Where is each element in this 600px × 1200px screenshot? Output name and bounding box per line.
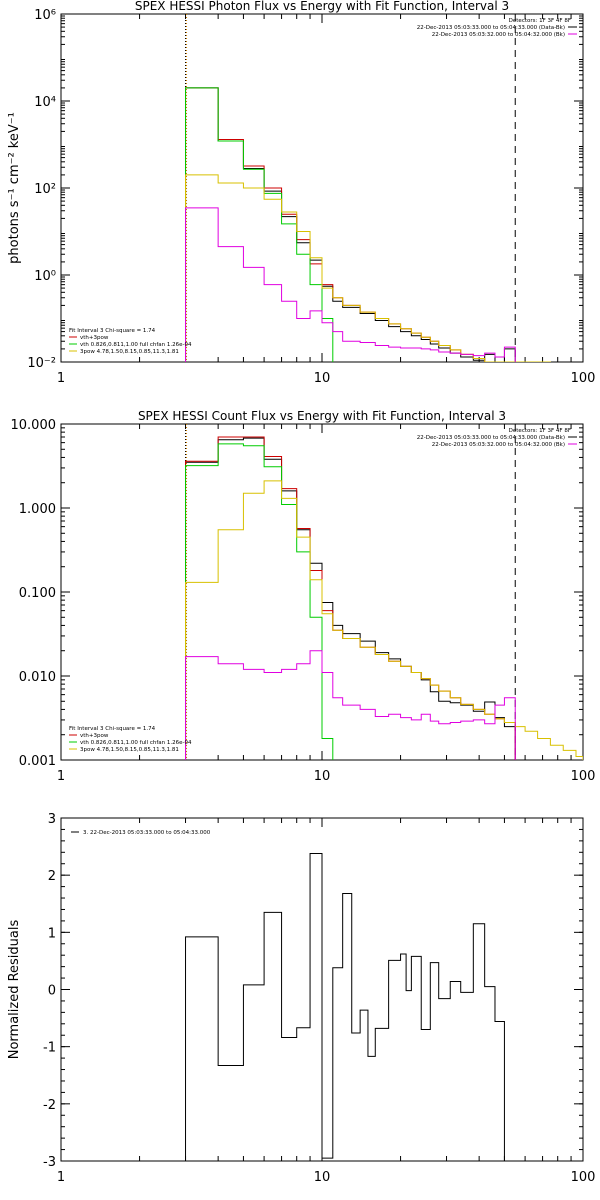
series-bk (185, 207, 516, 362)
legend-entry: 3. 22-Dec-2013 05:03:33.000 to 05:04:33.… (83, 830, 211, 836)
y-tick-label: 0.100 (19, 586, 56, 601)
y-tick-label: 0 (48, 984, 56, 999)
legend-entry: vth 0.826,0.811,1.00 full chfan 1.26e-04 (80, 740, 192, 746)
y-tick-label: 2 (48, 869, 56, 884)
panel-2: SPEX HESSI Count Flux vs Energy with Fit… (11, 409, 596, 784)
series-vth-3pow (185, 436, 516, 760)
legend-entry: 22-Dec-2013 05:03:32.000 to 05:04:32.000… (432, 32, 565, 38)
y-tick-label: 1.000 (19, 502, 56, 517)
chart-title: SPEX HESSI Photon Flux vs Energy with Fi… (135, 0, 509, 13)
legend-entry: vth+3pow (80, 733, 109, 739)
legend-fit-header: Fit Interval 3 Chi-square = 1.74 (69, 726, 156, 732)
y-tick-label: -2 (43, 1098, 56, 1113)
x-tick-label: 100 (571, 1170, 596, 1185)
panel-1: SPEX HESSI Photon Flux vs Energy with Fi… (7, 0, 595, 386)
y-tick-label: 10⁻² (27, 356, 56, 371)
chart-title: SPEX HESSI Count Flux vs Energy with Fit… (138, 409, 506, 423)
series-data-bk (185, 87, 516, 362)
y-tick-label: 10⁶ (34, 8, 56, 23)
legend-fit-header: Fit Interval 3 Chi-square = 1.74 (69, 328, 156, 334)
series-3pow (185, 480, 583, 760)
series-data-bk (185, 437, 516, 760)
y-tick-label: 10⁴ (34, 95, 56, 110)
series-group (185, 87, 551, 362)
y-tick-label: 0.010 (19, 670, 56, 685)
x-tick-label: 1 (57, 371, 65, 386)
y-tick-label: 3 (48, 812, 56, 827)
y-tick-label: -1 (43, 1041, 56, 1056)
series-3-22-dec-2013-05-03-33-000-to-05-04-33-000 (185, 852, 505, 1161)
legend-entry: 3pow 4.78,1.50,8.15,0.85,11.3,1.81 (80, 349, 179, 355)
x-tick-label: 100 (571, 371, 596, 386)
y-axis-label: photons s⁻¹ cm⁻² keV⁻¹ (7, 112, 22, 264)
legend-entry: 22-Dec-2013 05:03:33.000 to 05:04:33.000… (417, 435, 565, 441)
y-tick-label: 1 (48, 926, 56, 941)
series-3pow (185, 174, 551, 362)
series-group (185, 852, 505, 1161)
x-tick-label: 100 (571, 769, 596, 784)
y-tick-label: 10⁰ (34, 269, 56, 284)
y-tick-label: 10.000 (11, 418, 57, 433)
legend-detectors: Detectors: 1F 3F 4F 8F (509, 18, 571, 24)
y-axis-label: Normalized Residuals (7, 920, 22, 1060)
series-vth (185, 443, 334, 760)
series-bk (185, 650, 516, 760)
legend-entry: 3pow 4.78,1.50,8.15,0.85,11.3,1.81 (80, 747, 179, 753)
y-tick-label: 10² (34, 182, 56, 197)
series-vth (185, 87, 334, 362)
x-tick-label: 10 (314, 371, 331, 386)
legend-entry: vth+3pow (80, 335, 109, 341)
x-tick-label: 10 (314, 1170, 331, 1185)
series-vth-3pow (185, 87, 516, 362)
x-tick-label: 1 (57, 1170, 65, 1185)
legend-entry: 22-Dec-2013 05:03:32.000 to 05:04:32.000… (432, 442, 565, 448)
x-tick-label: 1 (57, 769, 65, 784)
series-group (185, 436, 583, 760)
x-tick-label: 10 (314, 769, 331, 784)
legend-entry: vth 0.826,0.811,1.00 full chfan 1.26e-04 (80, 342, 192, 348)
y-tick-label: 0.001 (19, 754, 56, 769)
y-tick-label: -3 (43, 1155, 56, 1170)
legend-detectors: Detectors: 1F 3F 4F 8F (509, 428, 571, 434)
legend-entry: 22-Dec-2013 05:03:33.000 to 05:04:33.000… (417, 25, 565, 31)
